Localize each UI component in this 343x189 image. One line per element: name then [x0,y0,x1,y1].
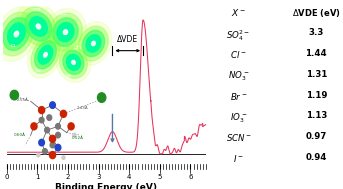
Text: C13: C13 [4,10,13,14]
Text: C1: C1 [11,44,16,48]
Ellipse shape [38,46,53,64]
Text: C52: C52 [59,12,68,16]
Text: $X^-$: $X^-$ [231,7,246,18]
Ellipse shape [63,30,68,35]
Ellipse shape [44,8,87,56]
Text: 2.55Å: 2.55Å [17,98,29,102]
Ellipse shape [16,2,61,51]
Text: C39: C39 [33,8,42,12]
Text: 1.19: 1.19 [306,91,327,100]
Ellipse shape [3,18,29,50]
Text: 1.13: 1.13 [306,111,327,120]
Text: $SCN^-$: $SCN^-$ [226,132,252,143]
Ellipse shape [25,12,52,41]
Ellipse shape [29,17,47,36]
Ellipse shape [31,36,60,74]
Circle shape [43,149,47,154]
Text: 1.43Å: 1.43Å [76,106,88,110]
Ellipse shape [27,31,63,78]
Circle shape [38,107,45,114]
Circle shape [31,123,37,130]
Circle shape [50,102,55,108]
Ellipse shape [82,30,105,57]
Ellipse shape [59,46,87,78]
Ellipse shape [8,23,25,45]
Text: $NO_3^-$: $NO_3^-$ [228,70,249,83]
Ellipse shape [92,41,95,46]
Text: 0.60Å: 0.60Å [14,133,26,137]
Circle shape [49,135,56,142]
Circle shape [39,117,44,123]
Text: 0.94: 0.94 [306,153,327,162]
Ellipse shape [0,12,34,56]
Circle shape [10,90,19,100]
Circle shape [39,139,45,146]
Circle shape [68,123,74,130]
Ellipse shape [67,54,81,70]
Circle shape [56,132,60,138]
Circle shape [60,110,67,117]
Ellipse shape [57,23,74,42]
Ellipse shape [0,7,38,61]
Circle shape [97,93,106,102]
Ellipse shape [44,53,47,57]
Circle shape [62,156,65,159]
Ellipse shape [72,60,75,64]
Circle shape [45,127,49,133]
Text: $Br^-$: $Br^-$ [230,91,247,102]
Circle shape [73,133,76,137]
Circle shape [56,124,60,129]
Ellipse shape [53,18,78,46]
Text: $SO_4^{2-}$: $SO_4^{2-}$ [226,28,251,43]
Ellipse shape [86,35,101,52]
Text: 0.52Å: 0.52Å [72,136,84,140]
Text: 3.3: 3.3 [309,28,324,37]
Ellipse shape [56,42,91,82]
Text: $IO_3^-$: $IO_3^-$ [230,111,247,125]
Text: $I^-$: $I^-$ [233,153,244,164]
Circle shape [37,153,40,157]
Text: 1.31: 1.31 [306,70,327,79]
Text: ΔVDE: ΔVDE [117,35,138,44]
Text: 0.97: 0.97 [306,132,327,141]
Text: N2: N2 [35,69,42,73]
Circle shape [49,152,56,159]
X-axis label: Binding Energy (eV): Binding Energy (eV) [55,183,157,189]
Text: $\Delta$VDE (eV): $\Delta$VDE (eV) [292,7,341,19]
Ellipse shape [36,24,41,29]
Ellipse shape [75,22,112,65]
Ellipse shape [35,41,56,69]
Ellipse shape [14,31,19,37]
Text: N6: N6 [66,74,71,78]
Text: 1.44: 1.44 [305,49,327,58]
Ellipse shape [79,26,108,61]
Circle shape [50,142,55,148]
Text: $Cl^-$: $Cl^-$ [230,49,247,60]
Circle shape [47,115,52,120]
Circle shape [55,144,61,151]
Text: C11: C11 [74,46,83,50]
Ellipse shape [48,13,82,51]
Ellipse shape [21,7,56,46]
Ellipse shape [63,50,84,74]
